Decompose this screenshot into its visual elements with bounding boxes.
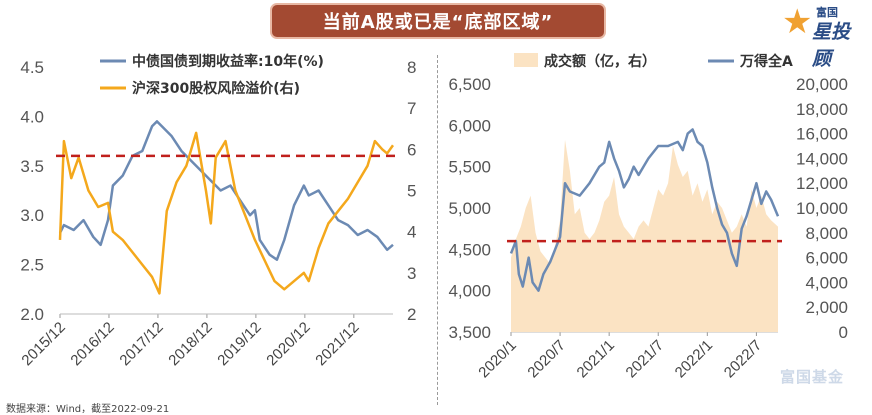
- left-axis-tick-label: 4,000: [448, 282, 491, 301]
- legend-swatch-area: [514, 53, 538, 67]
- right-axis-tick-label: 18,000: [796, 100, 848, 119]
- right-axis-tick-label: 5: [407, 182, 416, 201]
- series-line-0: [58, 120, 394, 261]
- left-axis-tick-label: 5,000: [448, 199, 491, 218]
- right-axis-tick-label: 0: [839, 323, 848, 342]
- title-banner: 当前A股或已是“底部区域”: [270, 3, 606, 39]
- series-line-1: [58, 131, 395, 295]
- right-axis-tick-label: 3: [407, 264, 416, 283]
- left-axis-tick-label: 2.0: [20, 305, 44, 324]
- legend-label: 中债国债到期收益率:10年(%): [132, 53, 324, 70]
- right-axis-tick-label: 2: [407, 305, 416, 324]
- logo-top-text: 富国: [816, 6, 838, 19]
- x-axis-tick-label: 2022/1: [672, 337, 716, 381]
- right-axis-tick-label: 6: [407, 140, 416, 159]
- data-source-note: 数据来源：Wind，截至2022-09-21: [6, 404, 170, 415]
- left-axis-tick-label: 6,000: [448, 116, 491, 135]
- right-axis-tick-label: 20,000: [796, 75, 848, 94]
- right-axis-tick-label: 14,000: [796, 149, 848, 168]
- left-axis-tick-label: 6,500: [448, 75, 491, 94]
- left-axis-tick-label: 4.0: [20, 107, 44, 126]
- x-axis-tick-label: 2022/7: [721, 337, 765, 381]
- x-axis-tick-label: 2021/7: [623, 337, 667, 381]
- brand-logo: ★ 富国 星投顾: [782, 2, 868, 70]
- right-axis-tick-label: 10,000: [796, 199, 848, 218]
- legend-label: 沪深300股权风险溢价(右): [132, 80, 300, 97]
- right-axis-tick-label: 7: [407, 99, 416, 118]
- chart-divider: [437, 55, 438, 405]
- left-axis-tick-label: 4.5: [20, 58, 44, 77]
- series-line-1: [509, 128, 780, 292]
- right-axis-tick-label: 4,000: [805, 273, 848, 292]
- star-logo-icon: ★: [782, 2, 813, 42]
- left-axis-tick-label: 3.0: [20, 206, 44, 225]
- right-axis-tick-label: 8,000: [805, 224, 848, 243]
- watermark-text: 富国基金: [780, 368, 845, 386]
- legend-label: 成交额（亿，右）: [544, 53, 656, 70]
- x-axis-tick-label: 2021/1: [574, 337, 618, 381]
- right-axis-tick-label: 8: [407, 58, 416, 77]
- left-axis-tick-label: 2.5: [20, 256, 44, 275]
- volume-area-series: [511, 139, 778, 332]
- left-axis-tick-label: 3,500: [448, 323, 491, 342]
- chart-title: 当前A股或已是“底部区域”: [322, 12, 554, 33]
- x-axis-tick-label: 2020/7: [524, 337, 568, 381]
- left-axis-tick-label: 5,500: [448, 158, 491, 177]
- right-axis-tick-label: 16,000: [796, 125, 848, 144]
- right-axis-tick-label: 4: [407, 223, 416, 242]
- x-axis-tick-label: 2020/1: [475, 337, 519, 381]
- right-axis-tick-label: 6,000: [805, 249, 848, 268]
- right-axis-tick-label: 2,000: [805, 298, 848, 317]
- left-axis-tick-label: 4,500: [448, 240, 491, 259]
- logo-main-text: 星投顾: [812, 21, 851, 70]
- right-axis-tick-label: 12,000: [796, 174, 848, 193]
- left-axis-tick-label: 3.5: [20, 157, 44, 176]
- legend-label: 万得全A: [739, 53, 793, 70]
